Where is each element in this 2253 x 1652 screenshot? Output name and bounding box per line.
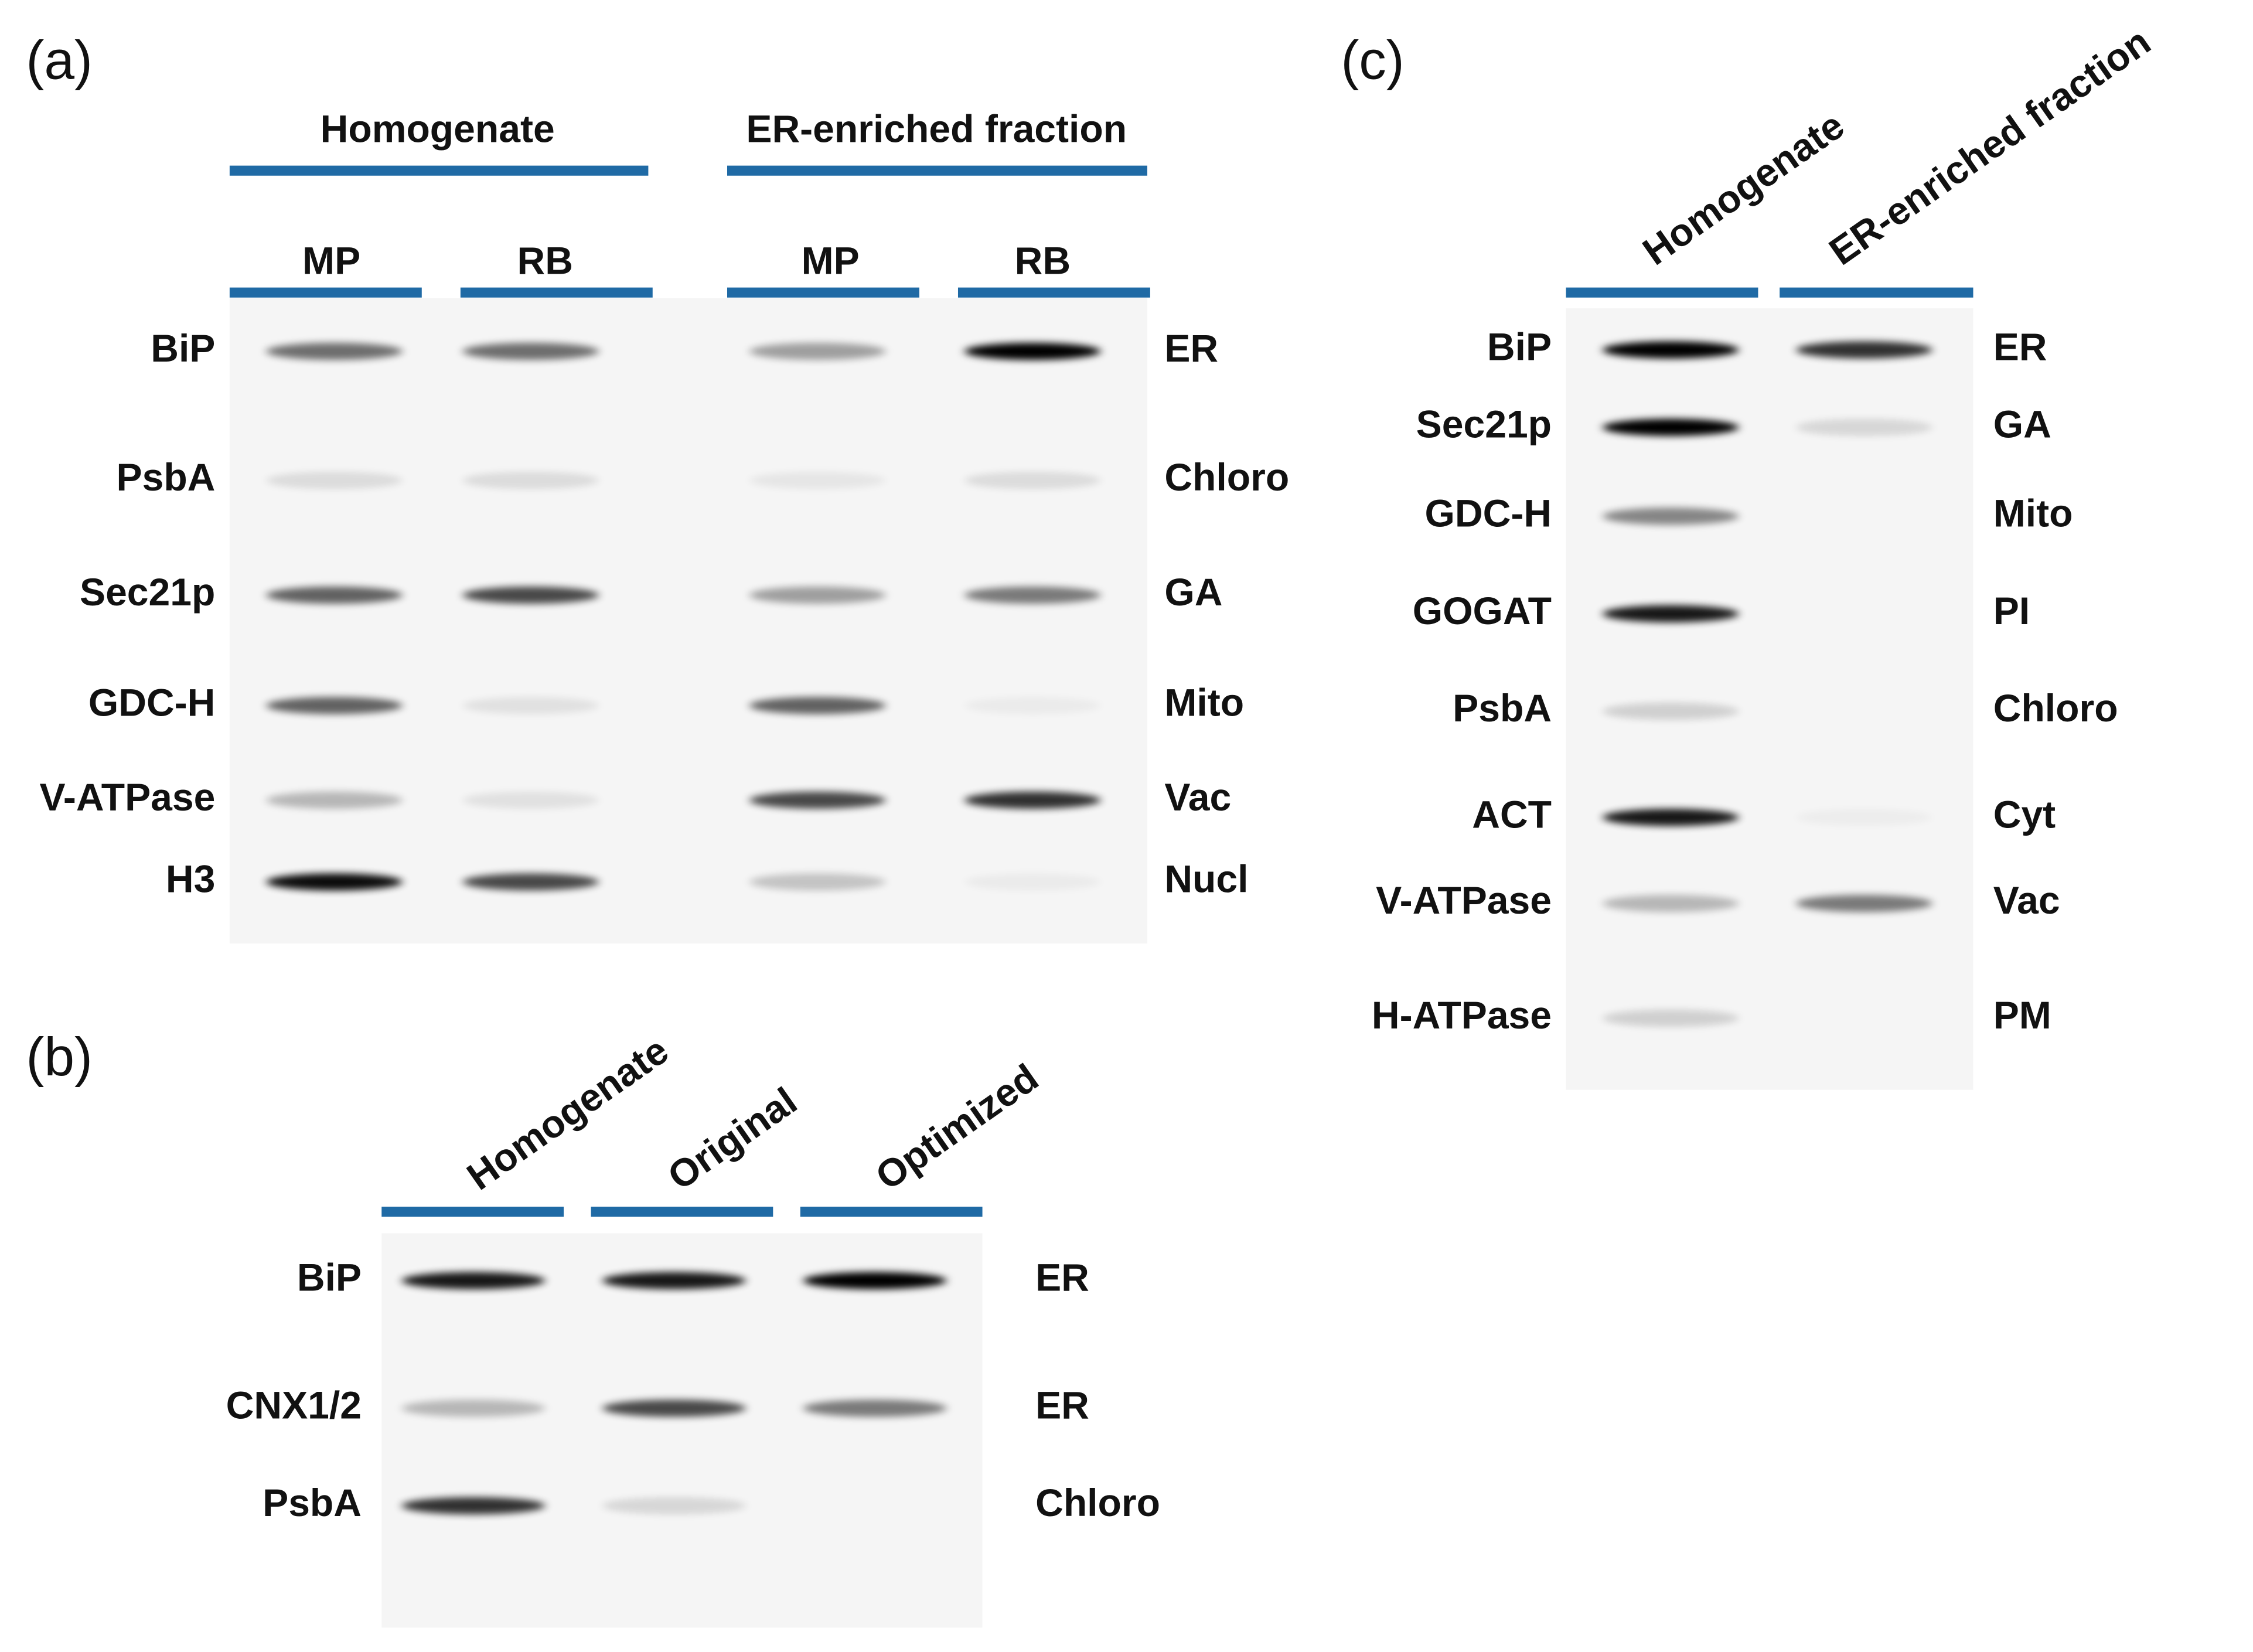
panel-label: (a) [26, 30, 93, 91]
panel-label: (b) [26, 1026, 93, 1087]
panel-label: (c) [1341, 30, 1404, 91]
lane-label: ER-enriched fraction [1822, 20, 2159, 274]
compartment-label: Mito [1164, 681, 1244, 724]
group-title: ER-enriched fraction [746, 108, 1127, 151]
band [462, 791, 599, 809]
lane-label: RB [1015, 240, 1071, 283]
protein-label: ACT [1472, 793, 1552, 836]
lane-label: MP [802, 240, 860, 283]
band [602, 1272, 746, 1289]
compartment-label: ER [1035, 1384, 1089, 1427]
band [749, 586, 886, 604]
protein-label: CNX1/2 [226, 1384, 362, 1427]
band [266, 472, 403, 489]
compartment-label: ER [1035, 1256, 1089, 1300]
band [964, 873, 1101, 891]
protein-label: PsbA [1453, 687, 1552, 730]
protein-label: H-ATPase [1372, 994, 1552, 1037]
lane-label: MP [302, 240, 360, 283]
compartment-label: Chloro [1035, 1481, 1160, 1525]
compartment-label: Chloro [1993, 687, 2118, 730]
protein-label: PsbA [263, 1481, 362, 1525]
band [401, 1399, 546, 1417]
band [266, 697, 403, 714]
band [462, 697, 599, 714]
band [1602, 418, 1739, 436]
band [1796, 418, 1932, 436]
protein-label: BiP [297, 1256, 362, 1300]
protein-label: Sec21p [1416, 403, 1552, 447]
band [266, 342, 403, 360]
blot-background [229, 298, 1147, 944]
compartment-label: PI [1993, 590, 2030, 633]
band [803, 1399, 947, 1417]
band [964, 586, 1101, 604]
compartment-label: PM [1993, 994, 2051, 1037]
band [401, 1497, 546, 1515]
band [462, 586, 599, 604]
protein-label: H3 [166, 857, 215, 901]
band [964, 342, 1101, 360]
band [1602, 341, 1739, 359]
band [964, 791, 1101, 809]
compartment-label: ER [1993, 326, 2047, 369]
compartment-label: Cyt [1993, 793, 2056, 836]
protein-label: GOGAT [1413, 590, 1552, 633]
band [401, 1272, 546, 1289]
band [803, 1272, 947, 1289]
band [1602, 1009, 1739, 1027]
band [1602, 507, 1739, 525]
compartment-label: Chloro [1164, 456, 1289, 499]
blot-background [1566, 308, 1973, 1090]
group-title: Homogenate [321, 108, 555, 151]
band [1602, 894, 1739, 912]
band [1796, 809, 1932, 826]
blot-background [381, 1233, 983, 1628]
band [602, 1399, 746, 1417]
compartment-label: GA [1164, 571, 1222, 614]
compartment-label: ER [1164, 327, 1218, 370]
protein-label: Sec21p [80, 571, 215, 614]
compartment-label: Mito [1993, 492, 2073, 535]
band [1602, 809, 1739, 826]
compartment-label: Nucl [1164, 857, 1248, 901]
lane-label: Homogenate [1635, 104, 1852, 274]
band [266, 873, 403, 891]
lane-label: Optimized [868, 1056, 1046, 1199]
protein-label: GDC-H [88, 681, 216, 724]
lane-label: Homogenate [459, 1028, 676, 1198]
protein-label: V-ATPase [40, 776, 216, 819]
band [749, 342, 886, 360]
band [1796, 341, 1932, 359]
compartment-label: GA [1993, 403, 2051, 447]
lane-label: Original [660, 1079, 805, 1199]
protein-label: BiP [1487, 326, 1552, 369]
protein-label: BiP [151, 327, 215, 370]
compartment-label: Vac [1993, 879, 2060, 922]
band [964, 697, 1101, 714]
band [964, 472, 1101, 489]
band [462, 873, 599, 891]
band [749, 791, 886, 809]
band [749, 472, 886, 489]
protein-label: GDC-H [1425, 492, 1552, 535]
band [266, 791, 403, 809]
band [1602, 703, 1739, 720]
band [602, 1497, 746, 1515]
band [749, 697, 886, 714]
band [749, 873, 886, 891]
compartment-label: Vac [1164, 776, 1231, 819]
protein-label: V-ATPase [1376, 879, 1552, 922]
band [462, 342, 599, 360]
band [1602, 605, 1739, 623]
protein-label: PsbA [117, 456, 216, 499]
band [266, 586, 403, 604]
lane-label: RB [517, 240, 573, 283]
band [462, 472, 599, 489]
band [1796, 894, 1932, 912]
